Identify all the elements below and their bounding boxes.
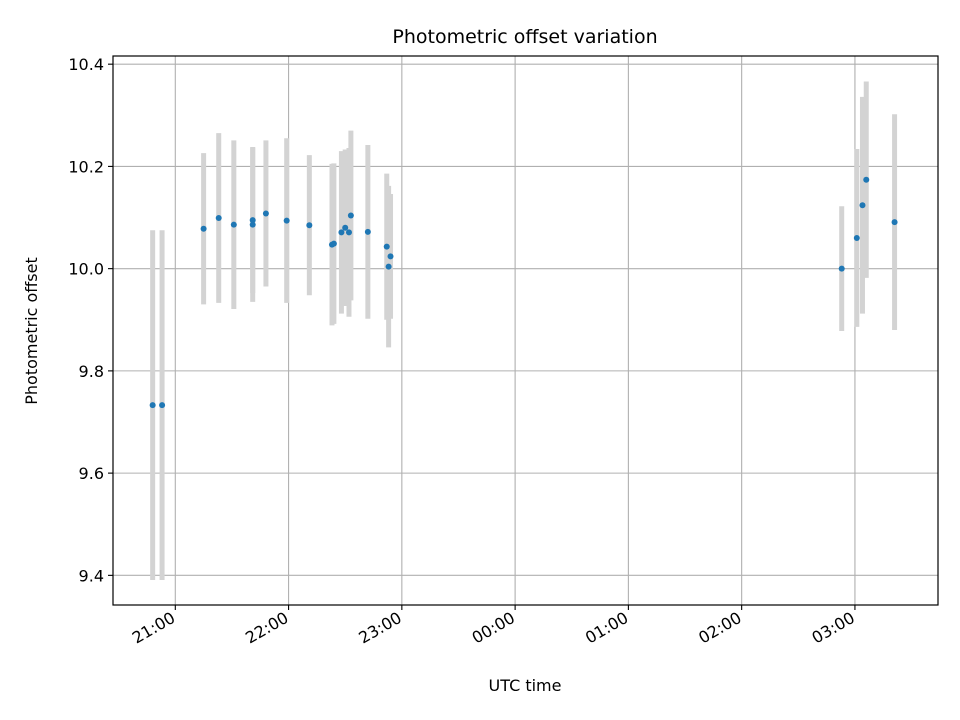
data-point: [383, 243, 390, 250]
data-point: [230, 221, 237, 228]
data-point: [149, 402, 156, 409]
y-tick-label: 9.6: [79, 464, 104, 483]
y-axis-title: Photometric offset: [22, 257, 41, 405]
y-tick-label: 10.4: [68, 55, 104, 74]
y-tick-label: 9.8: [79, 362, 104, 381]
x-axis-title: UTC time: [489, 676, 562, 695]
grid: [113, 56, 938, 605]
data-point: [159, 402, 166, 409]
data-point: [338, 229, 345, 236]
data-point: [249, 217, 256, 224]
y-tick-label: 10.2: [68, 157, 104, 176]
data-point: [345, 229, 352, 236]
data-point: [200, 225, 207, 232]
data-point: [330, 240, 337, 247]
data-point: [364, 228, 371, 235]
data-point: [838, 265, 845, 272]
data-point: [306, 222, 313, 229]
data-point: [859, 202, 866, 209]
data-point: [385, 263, 392, 270]
data-point: [249, 221, 256, 228]
data-point: [215, 215, 222, 222]
chart-title: Photometric offset variation: [392, 26, 657, 48]
data-point: [853, 234, 860, 241]
data-point: [283, 217, 290, 224]
plot-frame: [112, 55, 939, 606]
data-point: [262, 210, 269, 217]
data-point: [347, 212, 354, 219]
y-tick-label: 9.4: [79, 566, 104, 585]
data-point: [342, 224, 349, 231]
y-tick-label: 10.0: [68, 260, 104, 279]
data-points: [149, 176, 898, 409]
data-point: [891, 219, 898, 226]
data-point: [387, 253, 394, 260]
data-point: [863, 176, 870, 183]
